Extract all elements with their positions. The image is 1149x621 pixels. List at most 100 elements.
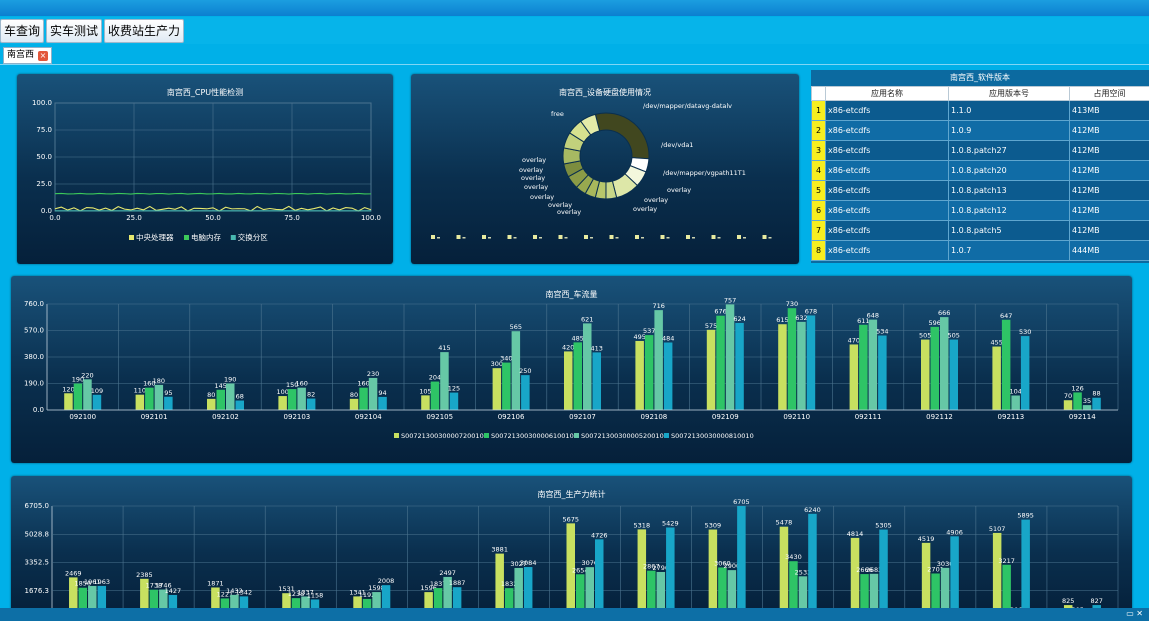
production-data-label: 2469 (65, 569, 82, 577)
production-bar (1002, 564, 1011, 616)
traffic-data-label: 150 (286, 381, 298, 389)
traffic-legend-label: S0072130030000720010 (401, 432, 484, 440)
cpu-legend-swatch (129, 235, 134, 240)
production-data-label: 1738 (146, 582, 163, 590)
disk-legend-dash (641, 237, 644, 239)
nav-button-vehicle-query[interactable]: 车查询 (0, 19, 45, 43)
disk-legend-swatch (762, 235, 767, 239)
traffic-data-label: 160 (143, 380, 155, 388)
disk-legend-swatch (711, 235, 716, 239)
production-data-label: 3430 (785, 553, 802, 561)
production-bar (433, 588, 443, 616)
app-name-cell: x86-etcdfs (825, 160, 949, 181)
production-bar (992, 532, 1002, 616)
traffic-x-tick-label: 092110 (783, 413, 810, 421)
traffic-data-label: 220 (81, 371, 93, 379)
row-index: 3 (811, 140, 826, 161)
table-row[interactable]: 4 x86-etcdfs 1.0.8.patch20 412MB (811, 160, 1149, 181)
production-data-label: 4519 (918, 535, 935, 543)
row-index: 5 (811, 180, 826, 201)
traffic-data-label: 190 (224, 376, 236, 384)
traffic-data-label: 340 (500, 355, 512, 363)
table-row[interactable]: 7 x86-etcdfs 1.0.8.patch5 412MB (811, 220, 1149, 241)
disk-slice-label: /dev/mapper/datavg-datalv (643, 102, 732, 110)
production-bar (860, 574, 869, 616)
traffic-bar (521, 375, 530, 410)
window-controls-icon[interactable]: ▭ ✕ (1126, 609, 1143, 618)
traffic-data-label: 624 (733, 315, 745, 323)
production-data-label: 3084 (520, 559, 537, 567)
row-index: 2 (811, 120, 826, 141)
table-row[interactable]: 6 x86-etcdfs 1.0.8.patch12 412MB (811, 200, 1149, 221)
production-data-label: 1238 (288, 590, 305, 598)
production-data-label: 2385 (136, 571, 153, 579)
traffic-x-tick-label: 092111 (855, 413, 882, 421)
traffic-data-label: 70 (1064, 392, 1072, 400)
traffic-data-label: 190 (72, 376, 84, 384)
traffic-data-label: 105 (419, 387, 431, 395)
traffic-x-tick-label: 092106 (498, 413, 525, 421)
app-version-cell: 1.0.7 (948, 240, 1070, 261)
table-row[interactable]: 3 x86-etcdfs 1.0.8.patch27 412MB (811, 140, 1149, 161)
traffic-bar (725, 304, 735, 410)
production-data-label: 3881 (491, 546, 508, 554)
tab-nangongxi[interactable]: 南宫西 × (3, 47, 53, 64)
traffic-bar (226, 383, 235, 410)
traffic-x-tick-label: 092101 (141, 413, 168, 421)
traffic-legend-swatch (574, 433, 579, 438)
cpu-y-tick-label: 0.0 (41, 207, 52, 215)
traffic-bar (1001, 319, 1011, 410)
disk-panel: 南宫西_设备硬盘使用情况 free/dev/mapper/datavg-data… (411, 74, 799, 264)
traffic-y-tick-label: 380.0 (24, 353, 44, 361)
row-index: 8 (811, 240, 826, 261)
traffic-data-label: 470 (848, 336, 860, 344)
disk-slice-label: overlay (633, 205, 657, 213)
disk-legend-swatch (635, 235, 639, 239)
traffic-bar (378, 396, 387, 410)
traffic-bar (235, 400, 244, 410)
traffic-data-label: 666 (938, 309, 950, 317)
table-header-row: 应用名称 应用版本号 占用空间 (811, 86, 1149, 101)
traffic-data-label: 80 (207, 391, 215, 399)
table-row[interactable]: 2 x86-etcdfs 1.0.9 412MB (811, 120, 1149, 141)
traffic-bar (207, 398, 216, 410)
traffic-data-label: 80 (350, 391, 358, 399)
traffic-legend-swatch (664, 433, 669, 438)
traffic-bar (1063, 400, 1073, 410)
traffic-bar (921, 339, 930, 410)
traffic-data-label: 534 (876, 328, 888, 336)
traffic-data-label: 730 (786, 300, 798, 308)
traffic-data-label: 180 (153, 377, 165, 385)
production-bar (381, 585, 391, 616)
nav-button-toll-productivity[interactable]: 收费站生产力 (104, 19, 185, 43)
table-row[interactable]: 8 x86-etcdfs 1.0.7 444MB (811, 240, 1149, 261)
traffic-data-label: 109 (91, 387, 103, 395)
table-row[interactable]: 1 x86-etcdfs 1.1.0 413MB (811, 100, 1149, 121)
nav-button-live-test[interactable]: 实车测试 (46, 19, 103, 43)
production-bar (97, 585, 107, 616)
cpu-panel: 南宫西_CPU性能检测 0.0 25.0 50.0 75.0 100.0 0.0 25.0 5… (17, 74, 393, 264)
traffic-legend-label: S0072130030000520010 (581, 432, 664, 440)
table-row[interactable]: 5 x86-etcdfs 1.0.8.patch13 412MB (811, 180, 1149, 201)
traffic-bar (1082, 405, 1092, 410)
production-bar (495, 553, 504, 616)
traffic-data-label: 415 (438, 344, 450, 352)
traffic-bar (778, 324, 787, 410)
traffic-legend-label: S0072130030000610010 (491, 432, 574, 440)
traffic-data-label: 537 (643, 327, 655, 335)
production-data-label: 2533 (795, 568, 812, 576)
traffic-bar (878, 335, 887, 410)
traffic-panel: 南宫西_车流量 0.0 190.0 380.0 570.0 760.0 092100 120… (11, 276, 1132, 463)
production-bar (504, 588, 514, 616)
production-bar (637, 529, 647, 616)
app-version-cell: 1.0.8.patch5 (948, 220, 1070, 241)
disk-legend-dash (666, 237, 670, 239)
row-index: 6 (811, 200, 826, 221)
production-data-label: 3060 (714, 559, 731, 567)
traffic-bar (940, 317, 949, 410)
close-icon[interactable]: × (38, 50, 49, 61)
traffic-data-label: 104 (1009, 387, 1021, 395)
app-name-cell: x86-etcdfs (825, 120, 949, 141)
production-bar (585, 567, 594, 616)
production-panel: 南宫西_生产力统计 1676.33352.55028.86705.0092100… (11, 476, 1132, 616)
